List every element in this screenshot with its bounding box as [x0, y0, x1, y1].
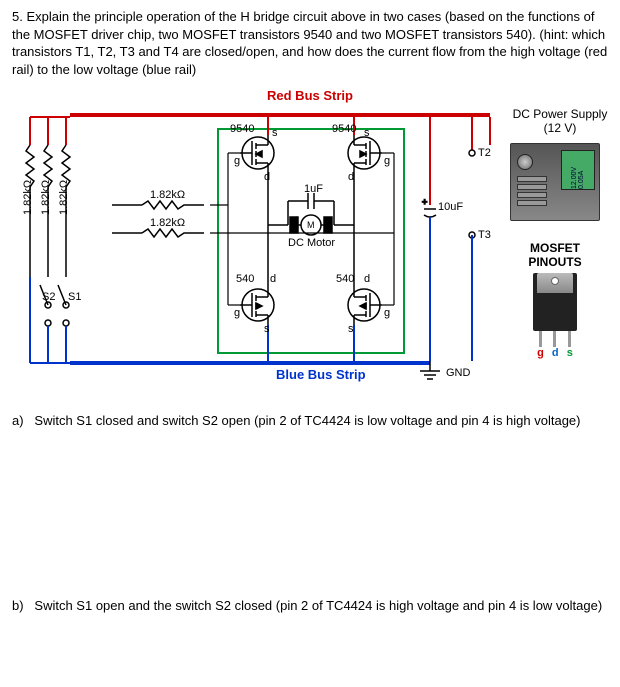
question-number: 5.: [12, 9, 23, 24]
pin-d-4: d: [364, 273, 370, 285]
switch-s2: S2: [42, 291, 55, 303]
mid-r1: 1.82kΩ: [150, 189, 185, 201]
mosfet-package: [533, 273, 577, 331]
pin-d-3: d: [270, 273, 276, 285]
terminal-t2: T2: [478, 147, 491, 159]
blue-bus-title: Blue Bus Strip: [276, 367, 366, 382]
gnd-label: GND: [446, 367, 470, 379]
pin-s-1: s: [272, 127, 278, 139]
terminal-t3: T3: [478, 229, 491, 241]
question-text: 5. Explain the principle operation of th…: [12, 8, 608, 78]
part-a-text: Switch S1 closed and switch S2 open (pin…: [34, 413, 580, 428]
pin-label-s: s: [567, 347, 573, 359]
pin-d-2: d: [348, 171, 354, 183]
psu-screen: 12.00V 0.05A: [561, 150, 595, 190]
psu-buttons: [517, 176, 547, 206]
psu-knob: [517, 154, 533, 170]
psu-title: DC Power Supply (12 V): [512, 107, 608, 135]
mosfet-pinout: MOSFET PINOUTS g d s: [510, 241, 600, 341]
pin-g-1: g: [234, 155, 240, 167]
pin-g-2: g: [384, 155, 390, 167]
part-b-text: Switch S1 open and the switch S2 closed …: [34, 598, 602, 613]
cap-10uf: 10uF: [438, 201, 463, 213]
pinout-title: MOSFET PINOUTS: [510, 241, 600, 269]
switch-s1: S1: [68, 291, 81, 303]
pin-s-4: s: [348, 323, 354, 335]
pin-d-1: d: [264, 171, 270, 183]
pin-g-3: g: [234, 307, 240, 319]
mosfet-pins: [533, 331, 577, 347]
pin-s-3: s: [264, 323, 270, 335]
power-supply: 12.00V 0.05A: [510, 143, 600, 221]
part-b: b) Switch S1 open and the switch S2 clos…: [12, 598, 608, 613]
cap-1uf: 1uF: [304, 183, 323, 195]
pin-g-4: g: [384, 307, 390, 319]
fet-bot-right-label: 540: [336, 273, 354, 285]
fet-bot-left-label: 540: [236, 273, 254, 285]
question-body: Explain the principle operation of the H…: [12, 9, 607, 77]
red-bus-title: Red Bus Strip: [12, 88, 608, 103]
pin-s-2: s: [364, 127, 370, 139]
pin-label-d: d: [552, 347, 559, 359]
part-a: a) Switch S1 closed and switch S2 open (…: [12, 413, 608, 428]
circuit-diagram: 1.82kΩ 1.82kΩ 1.82kΩ: [12, 105, 608, 395]
motor-label: DC Motor: [288, 237, 335, 249]
mid-r2: 1.82kΩ: [150, 217, 185, 229]
fet-top-left-label: 9540: [230, 123, 254, 135]
pin-label-g: g: [537, 347, 544, 359]
svg-text:+: +: [422, 197, 427, 207]
svg-text:+: +: [294, 214, 299, 223]
motor-m: M: [307, 220, 315, 230]
fet-top-right-label: 9540: [332, 123, 356, 135]
